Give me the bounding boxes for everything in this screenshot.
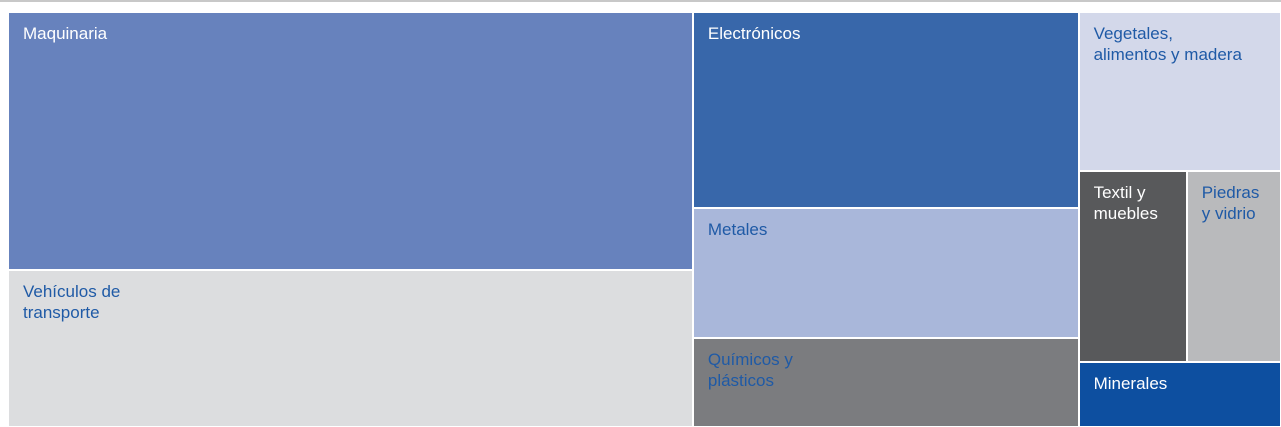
treemap-cell: Vegetales, alimentos y madera [1078, 12, 1281, 172]
cell-label: Metales [707, 219, 768, 239]
treemap-cell: Vehículos de transporte [8, 269, 693, 427]
cell-label: Químicos y plásticos [707, 349, 793, 390]
treemap-cell: Electrónicos [692, 12, 1079, 208]
treemap-cell: Maquinaria [8, 12, 693, 270]
cell-label: Piedras y vidrio [1201, 183, 1260, 224]
cell-label: Vehículos de transporte [23, 281, 121, 322]
treemap: Maquinaria Vehículos de transporte Electró… [8, 12, 1281, 427]
cell-label: Minerales [1093, 373, 1168, 393]
cell-label: Textil y muebles [1093, 183, 1158, 224]
cell-label: Maquinaria [23, 24, 108, 43]
treemap-cell: Metales [692, 207, 1079, 338]
cell-label: Vegetales, alimentos y madera [1093, 24, 1242, 64]
treemap-cell: Textil y muebles [1078, 171, 1187, 362]
top-rule [0, 0, 1281, 2]
treemap-cell: Minerales [1078, 361, 1281, 427]
treemap-cell: Piedras y vidrio [1186, 171, 1281, 362]
cell-label: Electrónicos [707, 24, 801, 43]
treemap-cell: Químicos y plásticos [692, 337, 1079, 427]
